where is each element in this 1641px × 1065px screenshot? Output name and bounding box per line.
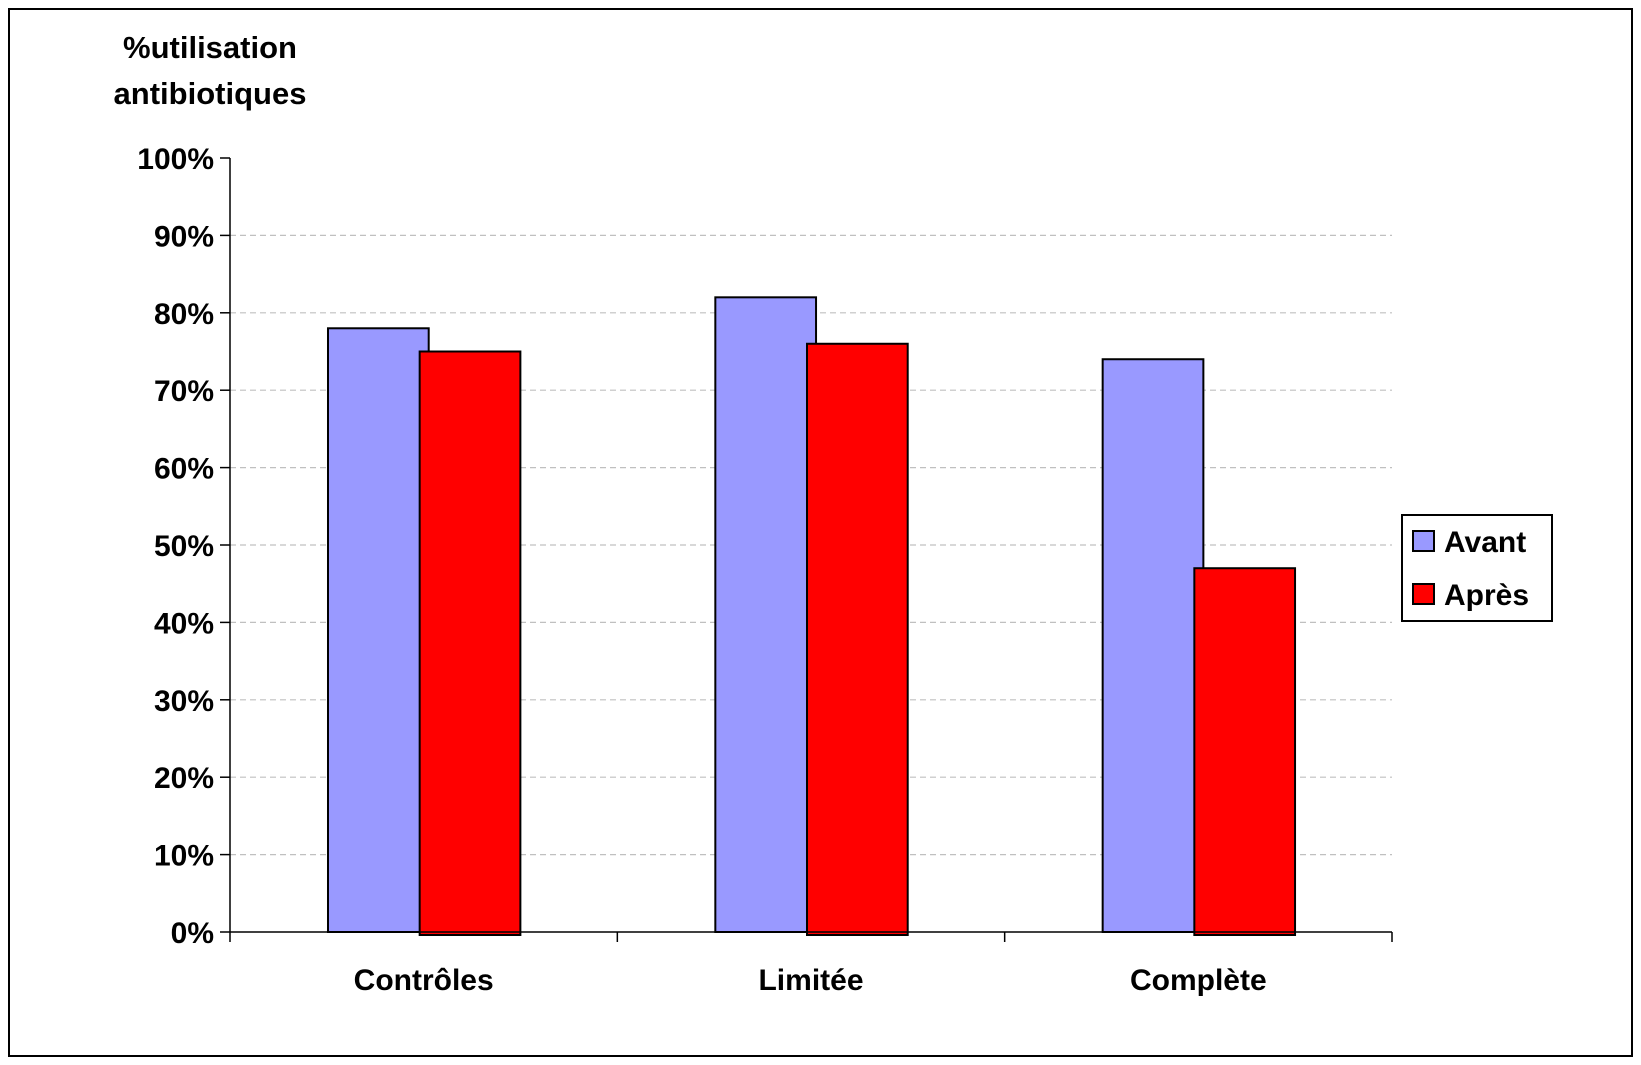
legend-swatch-après xyxy=(1412,583,1435,605)
y-tick-labels: 0% 10% 20% 30% 40% 50% 60% 70% 80% 90% 100% xyxy=(137,143,214,950)
axes xyxy=(220,157,1393,942)
bar-après-2 xyxy=(1193,567,1297,936)
bar-avant-1 xyxy=(714,296,818,933)
x-tick-labels: Contrôles Limitée Complète xyxy=(354,964,1267,997)
x-tick-label: Limitée xyxy=(758,964,863,997)
y-tick-label: 60% xyxy=(154,453,214,486)
bar-avant-2 xyxy=(1101,358,1205,933)
legend-swatch-avant xyxy=(1412,530,1435,552)
chart-frame: %utilisation antibiotiques 0% 10% 20% 30% 40%… xyxy=(8,8,1633,1057)
legend: Avant Après xyxy=(1401,514,1553,622)
y-tick-label: 20% xyxy=(154,762,214,795)
y-axis-label: %utilisation antibiotiques xyxy=(114,30,307,111)
bars xyxy=(326,296,1297,936)
bar-après-0 xyxy=(418,350,522,936)
y-tick-label: 100% xyxy=(137,143,214,176)
x-tick-label: Contrôles xyxy=(354,964,494,997)
y-tick-label: 30% xyxy=(154,685,214,718)
y-tick-label: 40% xyxy=(154,607,214,640)
y-axis-label-line: antibiotiques xyxy=(114,76,307,111)
y-tick-label: 70% xyxy=(154,375,214,408)
x-tick-label: Complète xyxy=(1130,964,1267,997)
y-axis-label-line: %utilisation xyxy=(123,30,297,65)
bar-après-1 xyxy=(806,342,909,936)
legend-label-après: Après xyxy=(1444,579,1529,612)
y-tick-label: 0% xyxy=(171,917,214,950)
bar-avant-0 xyxy=(326,327,430,933)
y-tick-label: 10% xyxy=(154,840,214,873)
legend-label-avant: Avant xyxy=(1444,526,1526,559)
y-tick-label: 80% xyxy=(154,298,214,331)
bar-chart: %utilisation antibiotiques 0% 10% 20% 30% 40%… xyxy=(114,30,1553,997)
y-tick-label: 90% xyxy=(154,220,214,253)
y-tick-label: 50% xyxy=(154,530,214,563)
